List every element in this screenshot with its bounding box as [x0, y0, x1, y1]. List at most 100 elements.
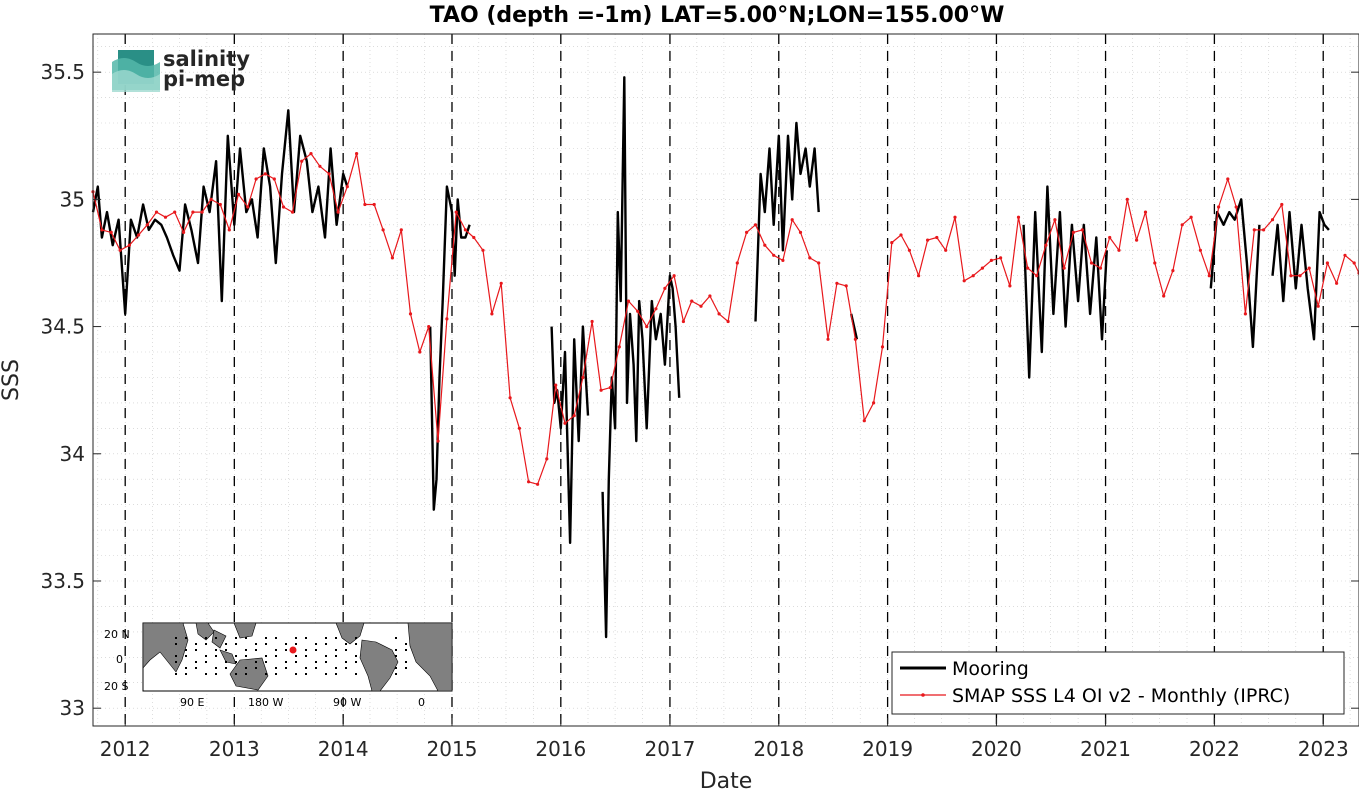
series-point-smap — [1198, 248, 1202, 252]
inset-map-mooring-dot — [265, 643, 267, 645]
series-point-smap — [808, 256, 812, 260]
series-point-smap — [962, 279, 966, 283]
inset-map-mooring-dot — [215, 649, 217, 651]
series-layer — [91, 76, 1359, 639]
legend-label-smap: SMAP SSS L4 OI v2 - Monthly (IPRC) — [952, 685, 1290, 707]
inset-map-mooring-dot — [215, 637, 217, 639]
x-axis-label: Date — [700, 769, 753, 790]
inset-map-mooring-dot — [185, 637, 187, 639]
inset-map-mooring-dot — [175, 637, 177, 639]
series-point-smap — [563, 421, 567, 425]
series-point-smap — [336, 210, 340, 214]
inset-map-lat-label-20n: 20 N — [104, 628, 130, 641]
inset-map-mooring-dot — [345, 661, 347, 663]
series-point-smap — [418, 350, 422, 354]
inset-map-mooring-dot — [335, 667, 337, 669]
series-point-smap — [127, 243, 131, 247]
series-point-smap — [917, 274, 921, 278]
series-point-smap — [182, 230, 186, 234]
inset-map-mooring-dot — [275, 667, 277, 669]
inset-map-mooring-dot — [305, 667, 307, 669]
inset-map-mooring-dot — [245, 667, 247, 669]
inset-map-mooring-dot — [405, 667, 407, 669]
inset-map-mooring-dot — [195, 643, 197, 645]
series-point-smap — [527, 480, 531, 484]
inset-map-mooring-dot — [265, 673, 267, 675]
series-point-smap — [1217, 205, 1221, 209]
series-point-smap — [363, 202, 367, 207]
series-point-smap — [690, 299, 694, 303]
inset-map-mooring-dot — [305, 649, 307, 651]
inset-map-lat-label-20s: 20 S — [104, 680, 128, 693]
series-point-smap — [890, 241, 894, 245]
y-tick-label: 34 — [60, 442, 85, 466]
series-point-smap — [844, 284, 848, 288]
series-point-smap — [1053, 218, 1057, 222]
inset-map-frame — [142, 622, 453, 692]
series-point-smap — [907, 248, 912, 252]
inset-map-mooring-dot — [335, 673, 337, 675]
series-point-smap — [1325, 261, 1329, 265]
series-point-smap — [191, 210, 195, 214]
y-tick-label: 33 — [60, 696, 85, 720]
inset-map-mooring-dot — [195, 661, 197, 663]
inset-map-mooring-dot — [275, 673, 277, 675]
inset-map-mooring-dot — [225, 643, 227, 645]
inset-map-mooring-dot — [325, 637, 327, 639]
inset-map-mooring-dot — [305, 637, 307, 639]
y-axis-label: SSS — [0, 359, 24, 401]
series-line-mooring — [429, 185, 471, 511]
inset-map-mooring-dot — [245, 649, 247, 651]
inset-map-mooring-dot — [335, 655, 337, 657]
series-point-smap — [481, 248, 485, 252]
series-point-smap — [1089, 261, 1094, 265]
series-point-smap — [309, 152, 313, 156]
inset-map-mooring-dot — [395, 655, 397, 657]
legend-box — [891, 651, 1345, 715]
series-point-smap — [173, 210, 177, 214]
inset-map-mooring-dot — [295, 637, 297, 639]
series-point-smap — [508, 396, 512, 400]
series-point-smap — [390, 256, 394, 260]
inset-map-mooring-dot — [185, 655, 187, 657]
inset-map-mooring-dot — [205, 643, 207, 645]
inset-map-mooring-dots — [175, 637, 407, 675]
series-point-smap — [1207, 274, 1211, 278]
salinity-pi-mep-logo: salinity pi-mep — [112, 47, 250, 92]
y-axis: 33 33.5 34 34.5 35 35.5 — [40, 60, 1359, 720]
inset-map-mooring-dot — [315, 643, 317, 645]
series-point-smap — [617, 345, 621, 349]
inset-map-mooring-dot — [295, 673, 297, 675]
inset-map-mooring-dot — [235, 655, 237, 657]
inset-map-mooring-dot — [275, 637, 277, 639]
series-point-smap — [608, 386, 612, 390]
series-point-smap — [1153, 261, 1157, 265]
inset-map-mooring-dot — [205, 661, 207, 663]
series-point-smap — [445, 317, 449, 321]
series-point-smap — [355, 152, 359, 156]
series-point-smap — [154, 210, 159, 214]
x-tick-label: 2018 — [753, 737, 804, 761]
inset-map-mooring-dot — [245, 637, 247, 639]
inset-map-mooring-dot — [175, 655, 177, 657]
inset-map-mooring-dot — [315, 649, 317, 651]
series-point-smap — [717, 312, 721, 316]
inset-map-mooring-dot — [345, 643, 347, 645]
inset-map-mooring-dot — [335, 637, 337, 639]
series-point-smap — [272, 177, 276, 181]
series-point-smap — [454, 210, 458, 214]
series-point-smap — [236, 192, 241, 196]
inset-map-mooring-dot — [305, 655, 307, 657]
inset-map-mooring-dot — [185, 649, 187, 651]
logo-line-salinity: salinity — [163, 47, 250, 71]
inset-map-mooring-dot — [195, 667, 197, 669]
series-point-smap — [1080, 228, 1084, 232]
logo-line-pi-mep: pi-mep — [163, 67, 245, 91]
x-tick-label: 2019 — [862, 737, 913, 761]
series-point-smap — [436, 439, 440, 443]
y-tick-label: 33.5 — [40, 569, 85, 593]
inset-map-mooring-dot — [395, 667, 397, 669]
inset-map-mooring-dot — [405, 661, 407, 663]
inset-map-mooring-dot — [295, 643, 297, 645]
